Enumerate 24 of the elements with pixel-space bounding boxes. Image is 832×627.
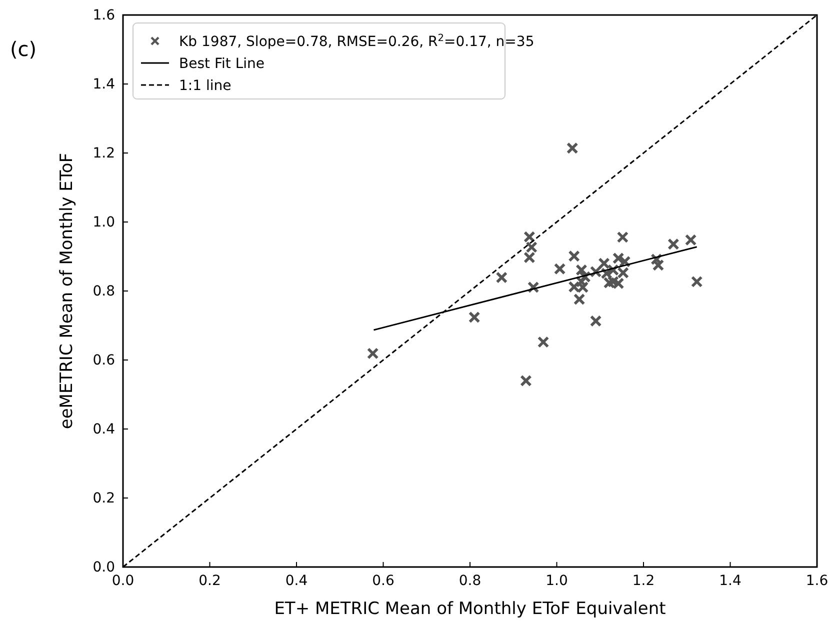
x-tick-label: 0.8	[458, 572, 482, 589]
x-tick-label: 0.4	[285, 572, 308, 589]
x-tick-label: 0.6	[372, 572, 394, 589]
y-tick-label: 1.2	[92, 145, 115, 162]
x-tick-label: 0.0	[112, 572, 134, 589]
y-tick-label: 1.6	[92, 7, 116, 24]
x-tick-label: 1.6	[806, 572, 828, 589]
x-tick-label: 1.4	[719, 572, 742, 589]
y-tick-label: 1.4	[92, 76, 116, 92]
y-tick-label: 0.8	[92, 283, 115, 300]
x-tick-label: 1.2	[632, 572, 655, 589]
x-axis-title: ET+ METRIC Mean of Monthly EToF Equivalent	[274, 599, 666, 619]
y-tick-label: 0.0	[92, 559, 115, 576]
x-tick-label: 1.0	[546, 572, 568, 589]
legend-label: Kb 1987, Slope=0.78, RMSE=0.26, R$^{2}$=0.17, n=35	[179, 32, 534, 50]
legend-label: 1:1 line	[179, 78, 232, 94]
legend-label: Best Fit Line	[179, 56, 264, 72]
y-tick-label: 0.6	[92, 352, 116, 368]
x-tick-label: 0.2	[198, 572, 221, 589]
y-axis-title: eeMETRIC Mean of Monthly EToF	[57, 152, 77, 430]
y-tick-label: 1.0	[92, 214, 115, 230]
y-tick-label: 0.4	[92, 421, 116, 438]
text: (c)	[10, 37, 37, 61]
y-tick-label: 0.2	[92, 490, 115, 506]
